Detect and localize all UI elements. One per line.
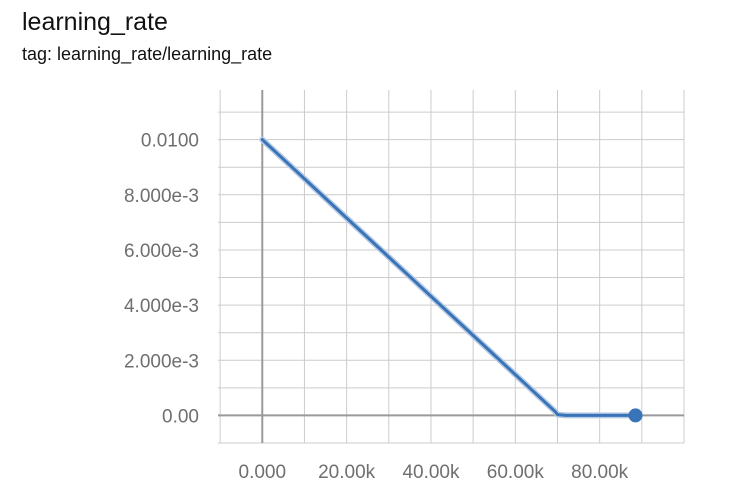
x-tick-label: 20.00k: [318, 462, 376, 483]
y-tick-label: 4.000e-3: [124, 296, 199, 317]
series-line: [260, 138, 637, 417]
y-tick-label: 0.0100: [141, 131, 199, 152]
x-tick-label: 0.000: [239, 462, 287, 483]
axes: [218, 90, 684, 443]
x-tick-label: 60.00k: [487, 462, 545, 483]
x-tick-label: 40.00k: [402, 462, 460, 483]
series-layer: [259, 136, 643, 423]
chart-tag: tag: learning_rate/learning_rate: [22, 44, 273, 64]
x-tick-label: 80.00k: [571, 462, 629, 483]
y-tick-label: 8.000e-3: [124, 186, 199, 207]
y-tick-label: 2.000e-3: [124, 351, 199, 372]
last-point-marker: [628, 408, 643, 423]
grid-lines: [218, 90, 685, 444]
y-tick-label: 6.000e-3: [124, 241, 199, 262]
chart-title: learning_rate: [22, 8, 168, 36]
y-tick-label: 0.00: [162, 406, 199, 427]
tick-labels: 0.00 2.000e-3 4.000e-3 6.000e-3 8.000e-3 0.01…: [124, 131, 629, 483]
